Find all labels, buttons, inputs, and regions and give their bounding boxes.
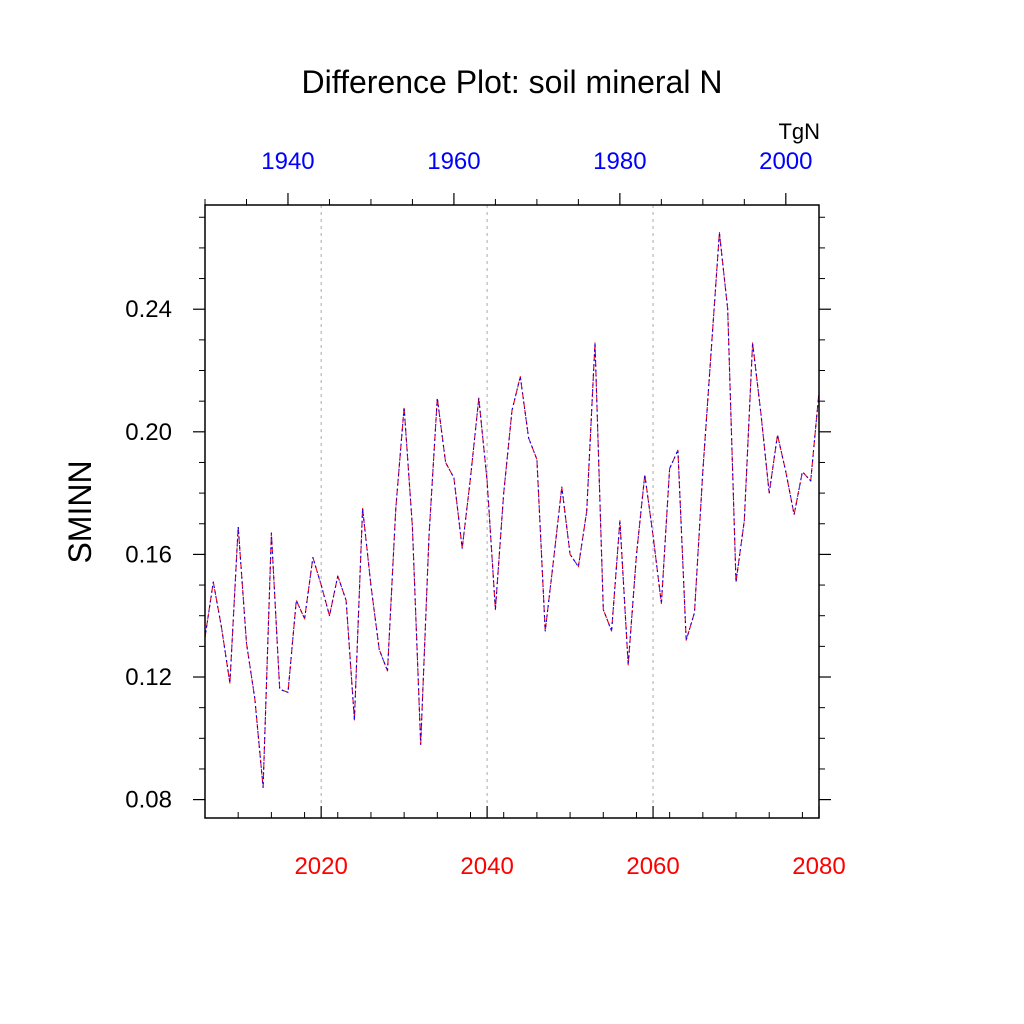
units-label: TgN xyxy=(778,119,820,144)
top-tick-label: 1980 xyxy=(593,148,646,175)
y-tick-label: 0.20 xyxy=(125,419,172,446)
bottom-tick-label: 2040 xyxy=(460,853,513,880)
top-tick-label: 2000 xyxy=(759,148,812,175)
right-axis xyxy=(819,216,831,801)
y-axis-label: SMINN xyxy=(62,460,98,563)
bottom-tick-label: 2020 xyxy=(294,853,347,880)
bottom-tick-label: 2060 xyxy=(626,853,679,880)
y-tick-label: 0.16 xyxy=(125,541,172,568)
plot-frame xyxy=(204,204,820,819)
y-tick-label: 0.08 xyxy=(125,787,172,814)
y-tick-label: 0.12 xyxy=(125,664,172,691)
data-line xyxy=(204,232,820,788)
bottom-tick-label: 2080 xyxy=(792,853,845,880)
y-axis: 0.08 0.12 0.16 0.20 0.24 xyxy=(125,216,205,814)
data-line xyxy=(204,232,820,788)
top-tick-label: 1960 xyxy=(427,148,480,175)
top-axis: 1940 1960 1980 2000 xyxy=(204,148,813,205)
top-tick-label: 1940 xyxy=(261,148,314,175)
bottom-axis: 2020 2040 2060 2080 xyxy=(204,806,846,880)
chart-title: Difference Plot: soil mineral N xyxy=(302,64,723,100)
series-lines xyxy=(204,232,820,788)
grid-lines xyxy=(320,205,654,818)
y-tick-label: 0.24 xyxy=(125,296,172,323)
